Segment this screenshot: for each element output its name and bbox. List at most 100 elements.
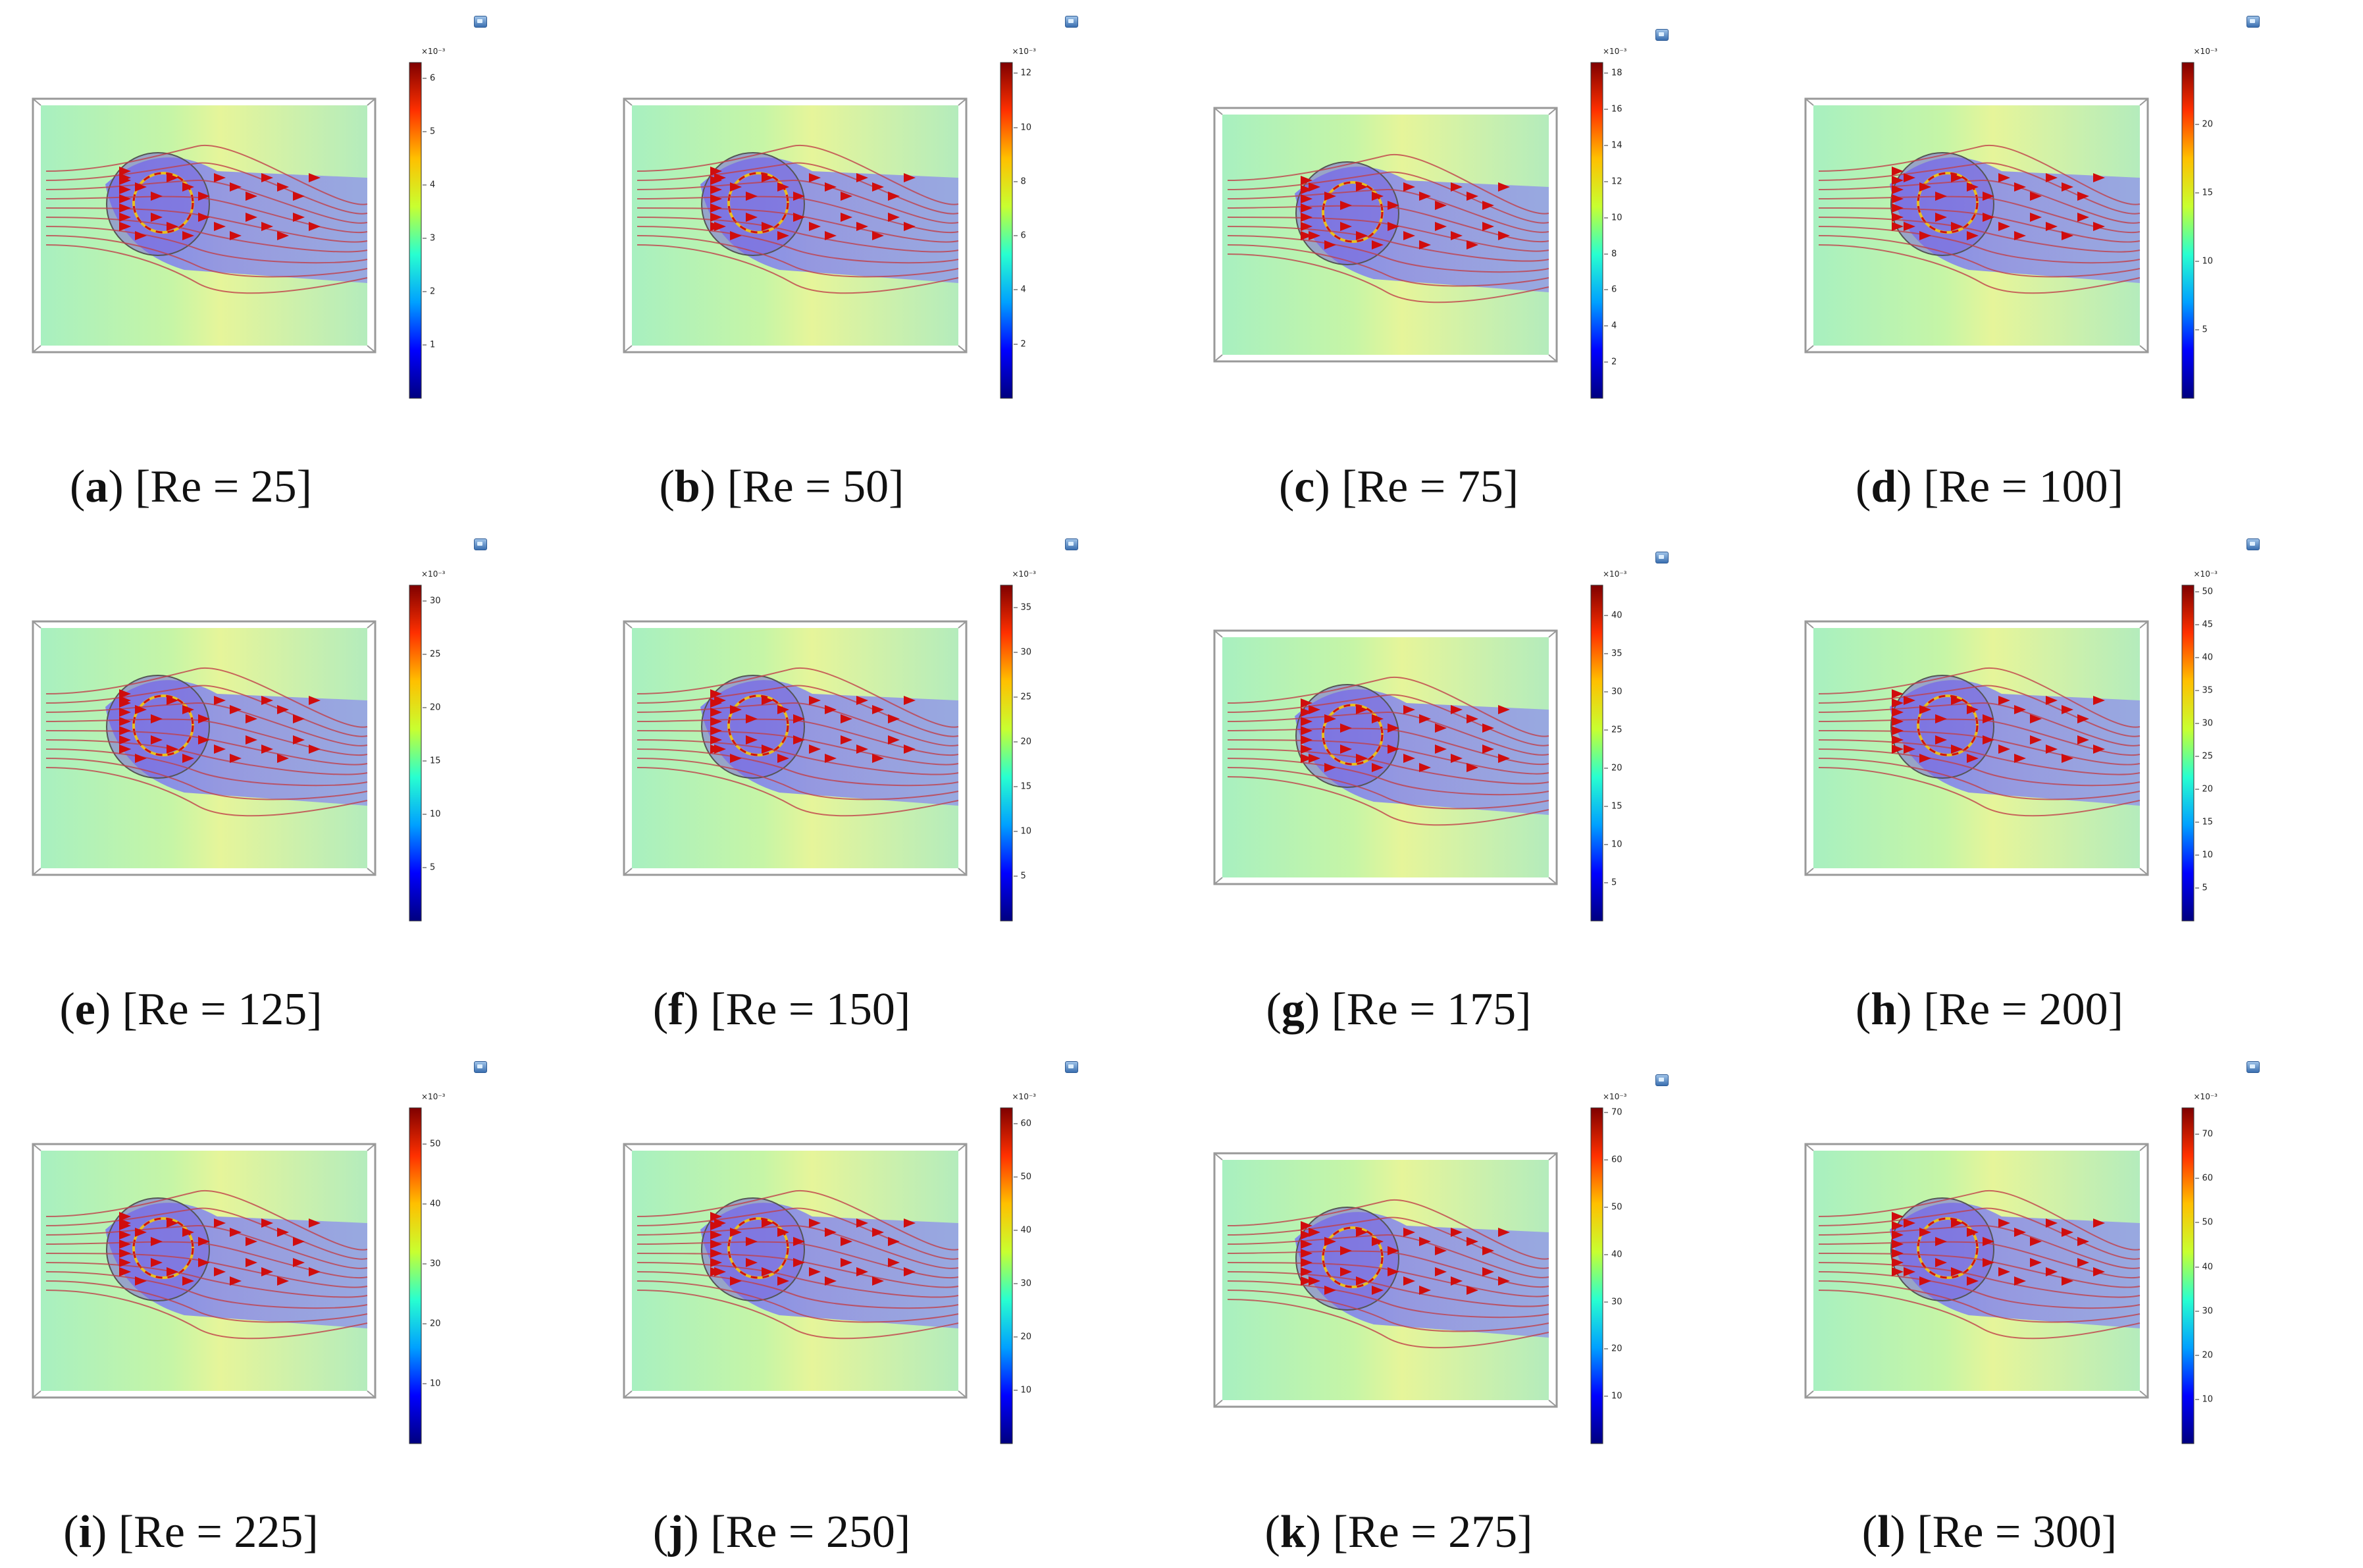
colorbar-tick: 2 xyxy=(1604,358,1617,367)
view-icon[interactable] xyxy=(474,16,487,28)
panel-j: ×10⁻³ 60 50 40 30 20 10 (j) [Re = 250] xyxy=(591,1045,1182,1568)
flow-arrow xyxy=(792,714,805,723)
streamline xyxy=(1227,1271,1549,1307)
reynolds-label: [Re = 75] xyxy=(1341,461,1519,512)
flow-arrow xyxy=(119,1240,131,1249)
flow-arrow xyxy=(230,705,242,714)
flow-arrow xyxy=(824,1276,837,1286)
colorbar-tick: 1 xyxy=(423,341,435,350)
flow-arrow xyxy=(729,1228,742,1237)
reynolds-label: [Re = 200] xyxy=(1923,984,2123,1035)
flow-arrow xyxy=(2045,222,2058,231)
panel-caption: (a) [Re = 25] xyxy=(70,461,312,512)
flow-arrow xyxy=(2045,1218,2058,1228)
flow-arrow xyxy=(1324,763,1336,772)
view-icon[interactable] xyxy=(2246,16,2260,28)
flow-arrow xyxy=(1340,201,1352,210)
colorbar-tick: 30 xyxy=(423,1259,441,1268)
flow-arrow xyxy=(1919,705,1931,714)
streamline xyxy=(45,179,368,224)
flow-arrow xyxy=(1467,714,1478,723)
colorbar-tick: 5 xyxy=(423,864,435,872)
colorbar-exponent: ×10⁻³ xyxy=(2193,569,2218,579)
flow-arrow xyxy=(119,689,131,698)
flow-arrow xyxy=(198,1258,210,1267)
view-icon[interactable] xyxy=(474,538,487,550)
colorbar-tick: 20 xyxy=(423,704,441,712)
flow-arrow xyxy=(1498,754,1510,763)
flow-arrow xyxy=(119,185,131,194)
flow-arrow xyxy=(261,745,273,754)
colorbar-tick: 5 xyxy=(2195,325,2208,334)
flow-arrow xyxy=(246,192,257,201)
flow-arrow xyxy=(745,735,758,745)
streamline xyxy=(1227,244,1549,287)
flow-arrow xyxy=(1891,717,1904,726)
flow-arrow xyxy=(808,173,821,182)
streamline xyxy=(1227,1290,1549,1332)
colorbar xyxy=(409,62,422,399)
view-icon[interactable] xyxy=(1064,1061,1078,1073)
flow-arrow xyxy=(1467,192,1478,201)
view-icon[interactable] xyxy=(2246,1061,2260,1073)
flow-arrow xyxy=(761,1218,773,1228)
flow-arrow xyxy=(903,222,916,231)
view-icon[interactable] xyxy=(1064,538,1078,550)
view-icon[interactable] xyxy=(1064,16,1078,28)
panel-caption: (i) [Re = 225] xyxy=(63,1507,319,1557)
streamline xyxy=(636,685,958,737)
colorbar xyxy=(1590,1107,1603,1444)
flow-arrow xyxy=(856,222,868,231)
flow-arrow xyxy=(824,1228,837,1237)
streamline xyxy=(1818,767,2140,817)
flow-plot xyxy=(32,97,377,353)
flow-arrow xyxy=(1419,1286,1431,1295)
domain-frame xyxy=(1804,97,2148,353)
flow-arrow xyxy=(1356,182,1368,192)
flow-arrow xyxy=(1919,1276,1931,1286)
flow-arrow xyxy=(1891,708,1904,717)
streamline xyxy=(636,1253,958,1288)
domain-frame xyxy=(32,97,377,353)
colorbar-tick: 6 xyxy=(423,74,435,83)
flow-arrow xyxy=(1372,1286,1384,1295)
colorbar-tick: 10 xyxy=(1014,1386,1032,1395)
flow-arrow xyxy=(1903,745,1915,754)
flow-arrow xyxy=(1301,726,1312,735)
flow-arrow xyxy=(840,735,852,745)
flow-arrow xyxy=(871,1276,884,1286)
streamline xyxy=(1227,153,1549,215)
flow-arrow xyxy=(1301,231,1312,240)
streamline xyxy=(1227,694,1549,746)
streamline xyxy=(45,1290,368,1340)
colorbar-tick: 40 xyxy=(423,1199,441,1208)
flow-arrow xyxy=(824,705,837,714)
flow-arrow xyxy=(119,1258,131,1267)
flow-arrow xyxy=(1998,1267,2010,1276)
view-icon[interactable] xyxy=(474,1061,487,1073)
colorbar-tick: 20 xyxy=(423,1319,441,1328)
flow-arrow xyxy=(198,192,210,201)
flow-arrow xyxy=(1301,1240,1312,1249)
flow-arrow xyxy=(214,1267,226,1276)
flow-arrow xyxy=(277,705,289,714)
colorbar-tick: 35 xyxy=(1604,650,1623,658)
flow-arrow xyxy=(277,231,289,240)
view-icon[interactable] xyxy=(2246,538,2260,550)
flow-arrow xyxy=(2029,714,2042,723)
flow-arrow xyxy=(1356,1228,1368,1237)
flow-arrow xyxy=(710,1240,722,1249)
flow-arrow xyxy=(1301,222,1312,231)
view-icon[interactable] xyxy=(1655,29,1669,41)
colorbar-exponent: ×10⁻³ xyxy=(1012,47,1036,56)
view-icon[interactable] xyxy=(1655,1074,1669,1086)
flow-arrow xyxy=(151,735,163,745)
cylinder xyxy=(1890,152,1994,256)
flow-plot xyxy=(623,97,967,353)
flow-arrow xyxy=(214,696,226,705)
flow-arrow xyxy=(182,1276,194,1286)
flow-arrow xyxy=(1966,231,1979,240)
view-icon[interactable] xyxy=(1655,552,1669,563)
colorbar-tick: 8 xyxy=(1014,177,1026,186)
